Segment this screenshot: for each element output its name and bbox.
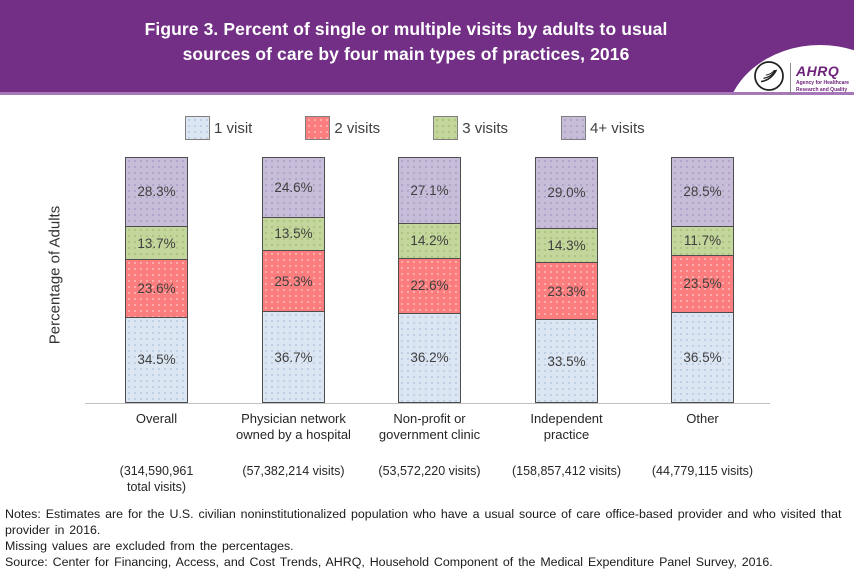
category-visits-label: (158,857,412 visits) bbox=[511, 464, 622, 478]
category-label: Independent practice bbox=[530, 411, 603, 443]
ahrq-wordmark: AHRQ bbox=[796, 63, 840, 79]
segment-2-visits: 23.3% bbox=[536, 263, 597, 321]
header-band: Figure 3. Percent of single or multiple … bbox=[0, 0, 854, 95]
notes-block: Notes: Estimates are for the U.S. civili… bbox=[5, 506, 851, 571]
note-line: Notes: Estimates are for the U.S. civili… bbox=[5, 507, 842, 538]
legend-label: 3 visits bbox=[462, 119, 509, 137]
segment-1-visit: 36.7% bbox=[263, 312, 324, 402]
stacked-bar-3: 29.0% 14.3% 23.3% 33.5% bbox=[535, 156, 598, 403]
segment-value-label: 33.5% bbox=[547, 353, 586, 369]
segment-value-label: 14.3% bbox=[547, 237, 586, 253]
segment-value-label: 23.6% bbox=[137, 281, 176, 296]
segment-1-visit: 36.2% bbox=[399, 313, 460, 402]
segment-value-label: 36.5% bbox=[683, 349, 722, 365]
logo-divider bbox=[790, 62, 791, 95]
segment-3-visits: 14.3% bbox=[536, 228, 597, 264]
segment-value-label: 11.7% bbox=[683, 233, 722, 249]
legend-item-3-visits: 3 visits bbox=[433, 116, 508, 140]
segment-value-label: 13.7% bbox=[137, 235, 176, 251]
segment-value-label: 29.0% bbox=[547, 185, 586, 201]
category-label: Other bbox=[686, 411, 719, 426]
segment-1-visit: 36.5% bbox=[672, 312, 733, 402]
segment-value-label: 36.2% bbox=[410, 350, 449, 366]
hhs-eagle-icon bbox=[753, 60, 785, 97]
legend-item-1-visit: 1 visit bbox=[185, 116, 252, 140]
legend-swatch bbox=[433, 116, 459, 140]
note-line: Source: Center for Financing, Access, an… bbox=[5, 555, 773, 570]
category-label: Physician network owned by a hospital bbox=[236, 411, 351, 443]
category-label: Overall bbox=[135, 411, 178, 426]
category-label: Non-profit or government clinic bbox=[378, 411, 481, 443]
segment-value-label: 23.3% bbox=[547, 283, 586, 299]
stacked-bar-4: 28.5% 11.7% 23.5% 36.5% bbox=[671, 156, 734, 403]
segment-2-visits: 23.5% bbox=[672, 255, 733, 313]
category-visits-label: (53,572,220 visits) bbox=[378, 464, 481, 478]
segment-3-visits: 14.2% bbox=[399, 223, 460, 259]
segment-2-visits: 22.6% bbox=[399, 258, 460, 314]
segment-3-visits: 11.7% bbox=[672, 227, 733, 256]
segment-value-label: 14.2% bbox=[410, 233, 449, 249]
segment-value-label: 28.3% bbox=[137, 184, 176, 200]
segment-1-visit: 34.5% bbox=[126, 317, 187, 402]
segment-4-visits: 29.0% bbox=[536, 157, 597, 229]
segment-4-visits: 28.5% bbox=[672, 157, 733, 228]
segment-1-visit: 33.5% bbox=[536, 320, 597, 402]
x-axis-baseline bbox=[85, 403, 770, 404]
stacked-bar-1: 24.6% 13.5% 25.3% 36.7% bbox=[262, 156, 325, 403]
segment-4-visits: 24.6% bbox=[263, 157, 324, 218]
segment-4-visits: 27.1% bbox=[399, 157, 460, 224]
ahrq-logo: AHRQ Agency for Healthcare Research and … bbox=[753, 60, 849, 97]
legend-label: 1 visit bbox=[214, 119, 253, 137]
segment-3-visits: 13.5% bbox=[263, 217, 324, 251]
stacked-bar-0: 28.3% 13.7% 23.6% 34.5% bbox=[125, 156, 188, 403]
segment-value-label: 13.5% bbox=[274, 226, 313, 242]
segment-value-label: 22.6% bbox=[410, 278, 449, 294]
chart-legend: 1 visit 2 visits 3 visits 4+ visits bbox=[185, 116, 645, 140]
legend-label: 4+ visits bbox=[590, 119, 645, 137]
category-visits-label: (314,590,961 total visits) bbox=[119, 464, 194, 495]
ahrq-tagline: Agency for Healthcare Research and Quali… bbox=[796, 80, 850, 93]
segment-2-visits: 23.6% bbox=[126, 260, 187, 318]
legend-swatch bbox=[561, 116, 587, 140]
y-axis-label: Percentage of Adults bbox=[46, 205, 64, 345]
legend-swatch bbox=[305, 116, 331, 140]
legend-item-4-visits: 4+ visits bbox=[561, 116, 645, 140]
category-visits-label: (57,382,214 visits) bbox=[242, 464, 345, 478]
segment-value-label: 36.7% bbox=[274, 349, 313, 365]
segment-4-visits: 28.3% bbox=[126, 157, 187, 227]
legend-item-2-visits: 2 visits bbox=[305, 116, 380, 140]
segment-value-label: 28.5% bbox=[683, 184, 722, 200]
segment-value-label: 25.3% bbox=[274, 273, 313, 289]
stacked-bar-2: 27.1% 14.2% 22.6% 36.2% bbox=[398, 156, 461, 403]
segment-value-label: 27.1% bbox=[410, 182, 449, 198]
segment-value-label: 24.6% bbox=[274, 179, 313, 195]
ahrq-text-block: AHRQ Agency for Healthcare Research and … bbox=[796, 64, 849, 93]
segment-value-label: 34.5% bbox=[137, 352, 176, 368]
legend-swatch bbox=[185, 116, 210, 140]
figure-title: Figure 3. Percent of single or multiple … bbox=[144, 19, 668, 64]
note-line: Missing values are excluded from the per… bbox=[5, 539, 294, 554]
segment-2-visits: 25.3% bbox=[263, 250, 324, 313]
category-visits-label: (44,779,115 visits) bbox=[651, 464, 754, 478]
legend-label: 2 visits bbox=[334, 119, 381, 137]
segment-value-label: 23.5% bbox=[683, 276, 722, 292]
segment-3-visits: 13.7% bbox=[126, 226, 187, 261]
